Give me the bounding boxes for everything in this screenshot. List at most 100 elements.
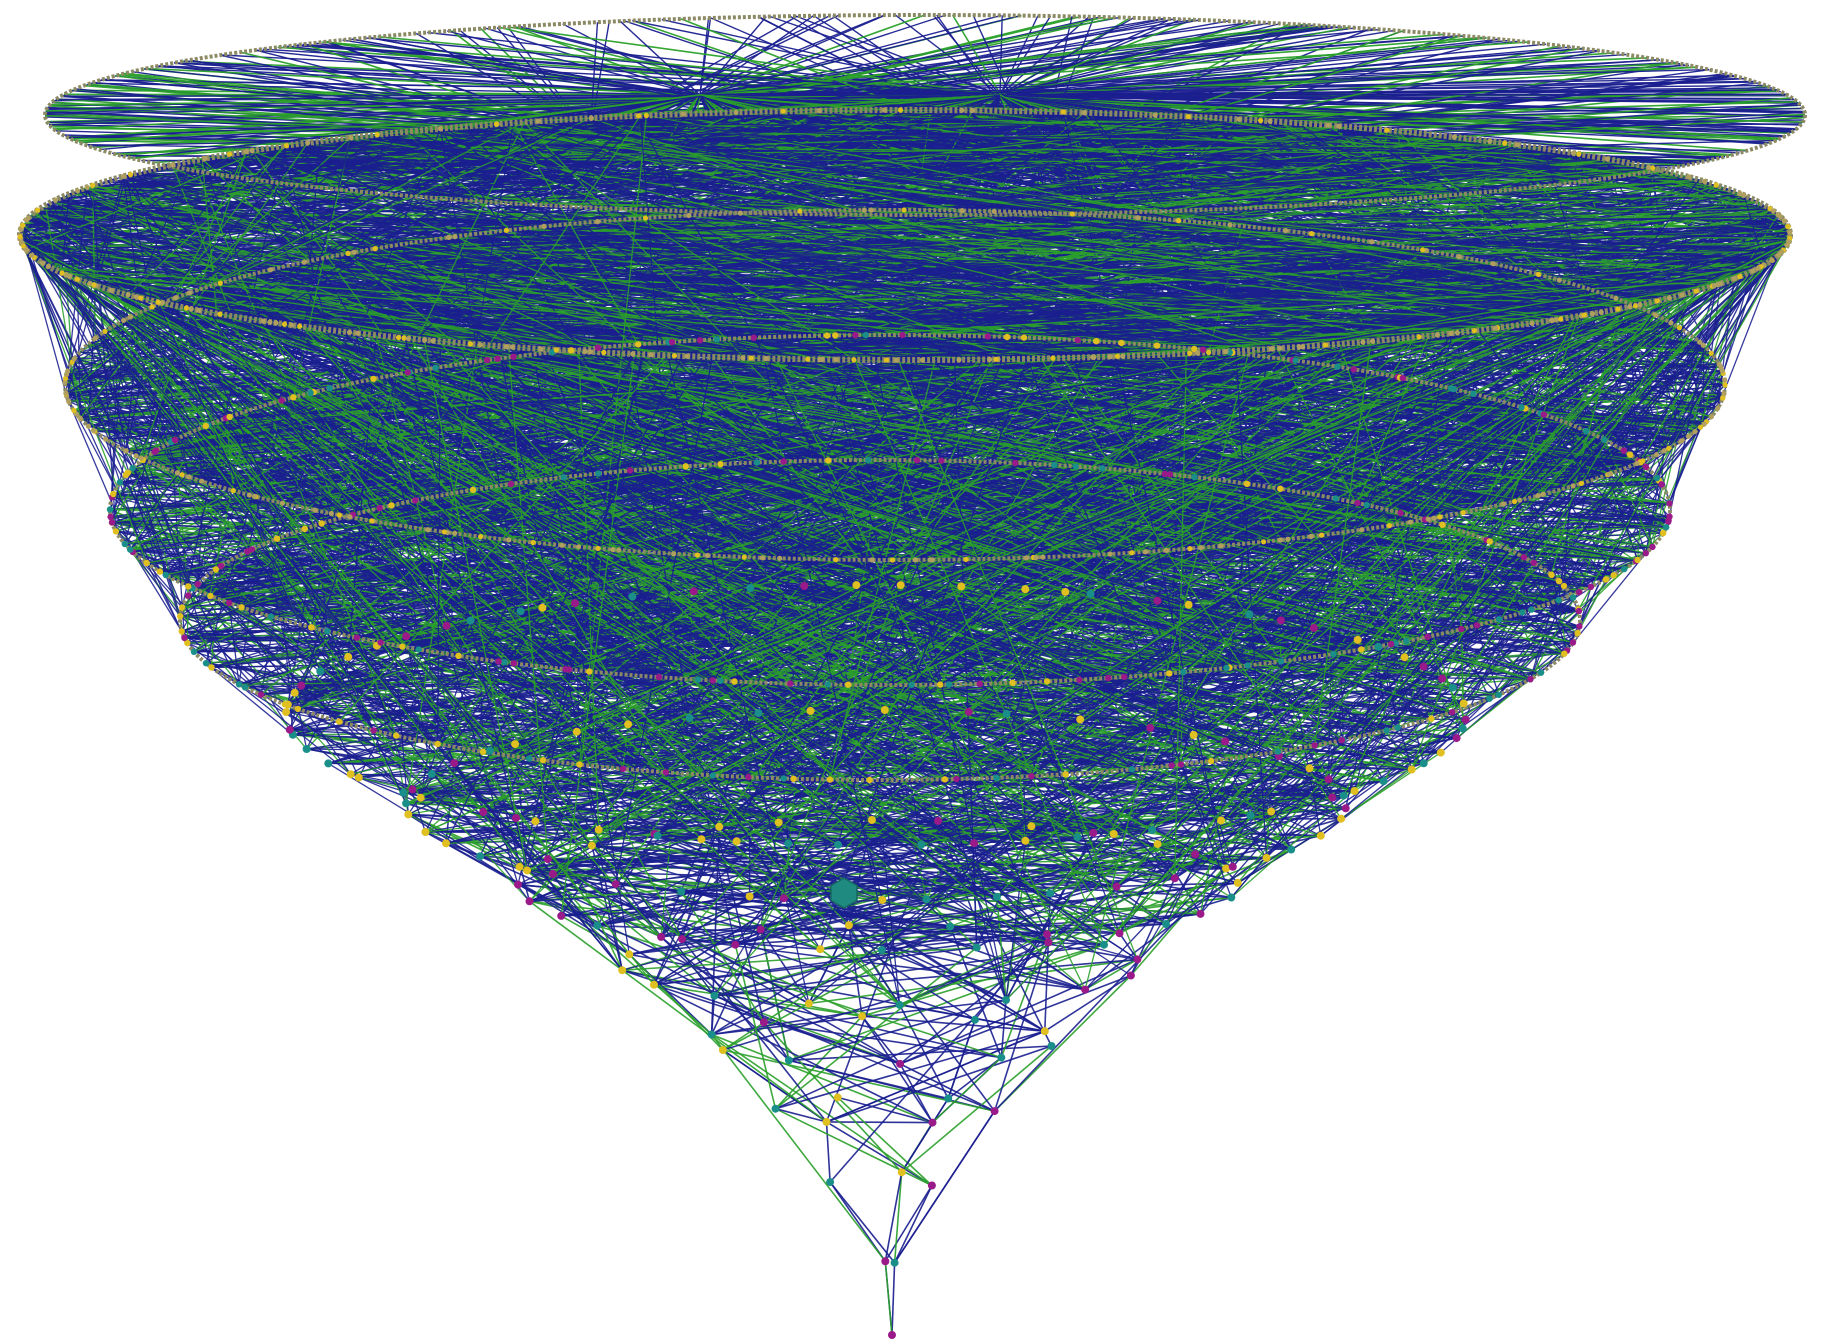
edge-line xyxy=(653,913,1201,986)
edge-line xyxy=(699,35,1465,96)
edge-line xyxy=(931,1057,1002,1124)
edge-line xyxy=(339,720,1167,925)
edge-line xyxy=(519,866,736,946)
edge-line xyxy=(111,496,397,737)
edge-line xyxy=(861,1015,934,1124)
edge-line xyxy=(999,18,1182,96)
edge-line xyxy=(1084,958,1138,991)
edge-line xyxy=(734,944,777,1109)
edge-line xyxy=(529,757,737,842)
edge-line xyxy=(795,15,1001,96)
edge-line xyxy=(373,677,1109,732)
edge-line xyxy=(714,995,995,1112)
edge-line xyxy=(899,1063,995,1112)
edge-line xyxy=(775,1107,827,1123)
edge-line xyxy=(710,1034,886,1262)
edge-line xyxy=(808,958,1138,1005)
edge-line xyxy=(948,683,1067,775)
edge-line xyxy=(1119,866,1234,934)
edge-line xyxy=(145,67,701,96)
edge-line xyxy=(899,974,1132,1065)
edge-line xyxy=(342,39,701,96)
edge-line xyxy=(932,14,1001,96)
edge-line xyxy=(46,94,1001,111)
edge-line xyxy=(350,773,616,885)
edge-line xyxy=(132,551,183,632)
edge-line xyxy=(775,1107,933,1187)
edge-line xyxy=(999,81,1756,96)
edge-line xyxy=(653,984,933,1124)
edge-line xyxy=(485,27,701,96)
edge-line xyxy=(47,94,1001,124)
edge-line xyxy=(788,999,1007,1062)
edge-line xyxy=(691,94,701,114)
edge-line xyxy=(402,646,883,901)
edge-line xyxy=(615,836,1078,885)
edge-line xyxy=(306,748,484,753)
edge-line xyxy=(289,720,340,731)
edge-line xyxy=(829,1181,896,1264)
edge-line xyxy=(297,44,1001,96)
edge-line xyxy=(999,94,1794,132)
edge-line xyxy=(358,776,883,901)
edge-line xyxy=(447,30,701,96)
edge-line xyxy=(826,1045,1052,1123)
edge-line xyxy=(597,779,870,927)
edge-line xyxy=(898,1004,949,1099)
edge-line xyxy=(862,1015,1045,1032)
edge-line xyxy=(622,829,1153,971)
edge-line xyxy=(681,938,901,1065)
edge-line xyxy=(884,1261,893,1336)
edge-line xyxy=(44,94,1001,115)
edge-line xyxy=(899,794,1345,1006)
edge-line xyxy=(901,1098,949,1173)
edge-line xyxy=(181,630,287,713)
edge-line xyxy=(681,938,1086,991)
edge-line xyxy=(999,94,1768,145)
edge-line xyxy=(561,899,883,917)
edge-line xyxy=(1577,579,1607,634)
edge-line xyxy=(999,15,1003,96)
edge-line xyxy=(1065,611,1523,775)
edge-line xyxy=(589,134,1738,194)
edge-line xyxy=(893,1172,903,1263)
edge-line xyxy=(881,949,1007,1001)
edge-line xyxy=(1049,665,1249,894)
edge-line xyxy=(1000,999,1007,1058)
edge-line xyxy=(837,1096,933,1124)
edge-line xyxy=(825,1121,831,1183)
edge-line xyxy=(775,1018,976,1110)
edge-line xyxy=(515,764,580,819)
edge-line xyxy=(579,763,1066,775)
edge-line xyxy=(661,896,997,938)
edge-line xyxy=(680,891,765,1023)
edge-line xyxy=(515,653,1334,819)
edges-group xyxy=(19,14,1806,1336)
edge-line xyxy=(350,773,998,898)
edge-line xyxy=(826,1030,1046,1123)
edge-line xyxy=(146,562,262,696)
edge-line xyxy=(996,896,1007,1001)
edge-line xyxy=(653,943,736,986)
edge-line xyxy=(1044,974,1132,1032)
edge-line xyxy=(893,1110,996,1264)
edge-line xyxy=(699,15,814,96)
edge-line xyxy=(999,48,1585,96)
edge-line xyxy=(1343,678,1443,797)
edge-line xyxy=(665,771,1114,835)
edge-line xyxy=(947,1056,1002,1100)
edge-line xyxy=(350,503,1504,775)
edge-line xyxy=(535,820,1051,894)
edge-line xyxy=(396,734,1292,851)
edge-line xyxy=(660,936,765,1023)
edge-line xyxy=(186,642,352,775)
edge-line xyxy=(711,1033,933,1187)
edge-line xyxy=(1476,608,1579,626)
edge-line xyxy=(999,16,1090,96)
edge-line xyxy=(699,19,1194,96)
edge-line xyxy=(993,942,1050,1112)
edge-line xyxy=(1340,768,1413,820)
edge-line xyxy=(111,522,181,617)
